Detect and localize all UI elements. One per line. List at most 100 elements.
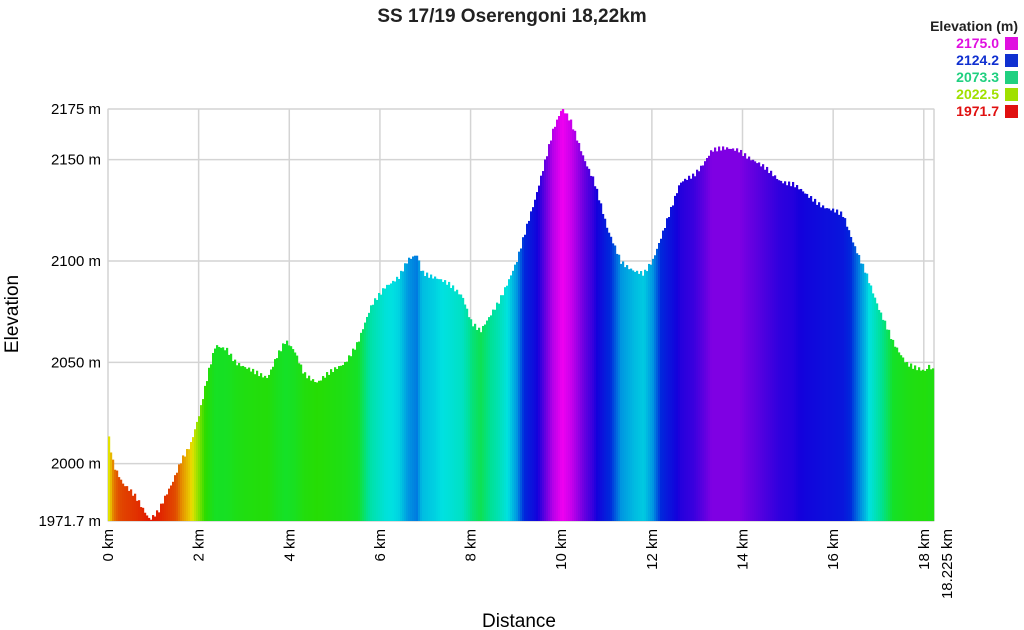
profile-slice bbox=[728, 148, 731, 521]
x-tick-label: 10 km bbox=[553, 529, 570, 570]
profile-slice bbox=[894, 346, 897, 521]
profile-slice bbox=[214, 348, 217, 521]
profile-slice bbox=[764, 169, 767, 521]
profile-slice bbox=[778, 180, 781, 521]
profile-slice bbox=[852, 242, 855, 522]
profile-slice bbox=[740, 149, 743, 521]
profile-slice bbox=[800, 188, 803, 521]
x-tick-label: 2 km bbox=[191, 529, 208, 562]
profile-slice bbox=[348, 355, 351, 521]
legend-entry: 2124.2 bbox=[930, 52, 1018, 69]
profile-slice bbox=[512, 270, 515, 521]
profile-slice bbox=[812, 201, 815, 521]
x-axis-title: Distance bbox=[482, 611, 556, 630]
y-tick-label: 1971.7 m bbox=[38, 513, 101, 530]
profile-slice bbox=[674, 195, 677, 521]
profile-slice bbox=[840, 211, 843, 521]
profile-slice bbox=[758, 162, 761, 521]
profile-slice bbox=[712, 151, 715, 521]
x-tick-label: 18.225 km bbox=[939, 529, 956, 599]
profile-slice bbox=[128, 490, 131, 521]
profile-slice bbox=[830, 210, 833, 521]
profile-slice bbox=[176, 472, 179, 521]
profile-slice bbox=[390, 283, 393, 521]
profile-slice bbox=[914, 365, 917, 521]
profile-slice bbox=[742, 156, 745, 521]
profile-slice bbox=[292, 349, 295, 521]
legend-label: 2175.0 bbox=[956, 35, 999, 51]
profile-slice bbox=[618, 254, 621, 521]
profile-slice bbox=[464, 304, 467, 521]
profile-slice bbox=[276, 358, 279, 521]
profile-slice bbox=[908, 366, 911, 521]
y-tick-label: 2100 m bbox=[51, 253, 101, 270]
profile-slice bbox=[454, 291, 457, 521]
profile-slice bbox=[458, 294, 461, 521]
profile-slice bbox=[444, 280, 447, 521]
profile-slice bbox=[752, 159, 755, 521]
profile-slice bbox=[816, 204, 819, 521]
profile-slice bbox=[678, 185, 681, 521]
legend-swatch bbox=[1005, 37, 1018, 50]
legend-label: 2073.3 bbox=[956, 69, 999, 85]
profile-slice bbox=[304, 372, 307, 521]
profile-slice bbox=[912, 368, 915, 521]
profile-slice bbox=[562, 109, 565, 521]
profile-slice bbox=[810, 196, 813, 521]
profile-slice bbox=[404, 263, 407, 521]
x-tick-label: 6 km bbox=[372, 529, 389, 562]
profile-slice bbox=[330, 369, 333, 521]
profile-slice bbox=[498, 303, 501, 521]
profile-slice bbox=[680, 182, 683, 521]
profile-slice bbox=[392, 280, 395, 521]
legend-swatch bbox=[1005, 88, 1018, 101]
profile-slice bbox=[484, 324, 487, 521]
profile-slice bbox=[546, 156, 549, 521]
profile-slice bbox=[774, 175, 777, 521]
profile-slice bbox=[670, 206, 673, 521]
profile-slice bbox=[466, 308, 469, 521]
legend-title: Elevation (m) bbox=[930, 18, 1018, 34]
profile-slice bbox=[862, 263, 865, 521]
profile-slice bbox=[924, 370, 927, 521]
profile-slice bbox=[364, 322, 367, 521]
profile-slice bbox=[870, 285, 873, 521]
profile-slice bbox=[344, 362, 347, 521]
profile-slice bbox=[886, 329, 889, 521]
profile-slice bbox=[212, 352, 215, 521]
profile-slice bbox=[480, 332, 483, 521]
profile-slice bbox=[768, 173, 771, 522]
profile-slice bbox=[872, 293, 875, 521]
profile-slice bbox=[186, 449, 189, 521]
profile-slice bbox=[180, 463, 183, 521]
profile-slice bbox=[604, 218, 607, 521]
profile-slice bbox=[526, 223, 529, 522]
profile-slice bbox=[324, 377, 327, 521]
profile-slice bbox=[432, 278, 435, 521]
profile-slice bbox=[194, 429, 197, 521]
profile-slice bbox=[568, 120, 571, 521]
profile-slice bbox=[868, 283, 871, 521]
chart-title: SS 17/19 Oserengoni 18,22km bbox=[377, 6, 647, 27]
profile-slice bbox=[582, 155, 585, 521]
profile-slice bbox=[730, 148, 733, 522]
profile-slice bbox=[718, 146, 721, 522]
profile-slice bbox=[424, 276, 427, 521]
profile-slice bbox=[880, 312, 883, 521]
profile-slice bbox=[814, 198, 817, 522]
profile-slice bbox=[738, 152, 741, 522]
profile-slice bbox=[818, 202, 821, 522]
profile-slice bbox=[888, 329, 891, 521]
profile-slice bbox=[132, 495, 135, 521]
profile-slice bbox=[420, 270, 423, 521]
profile-slice bbox=[754, 161, 757, 521]
profile-slice bbox=[834, 212, 837, 521]
profile-slice bbox=[560, 111, 563, 521]
profile-slice bbox=[422, 270, 425, 521]
profile-slice bbox=[242, 365, 245, 521]
profile-slice bbox=[360, 332, 363, 521]
profile-slice bbox=[386, 284, 389, 521]
profile-slice bbox=[308, 375, 311, 521]
profile-slice bbox=[928, 364, 931, 521]
profile-slice bbox=[256, 370, 259, 521]
